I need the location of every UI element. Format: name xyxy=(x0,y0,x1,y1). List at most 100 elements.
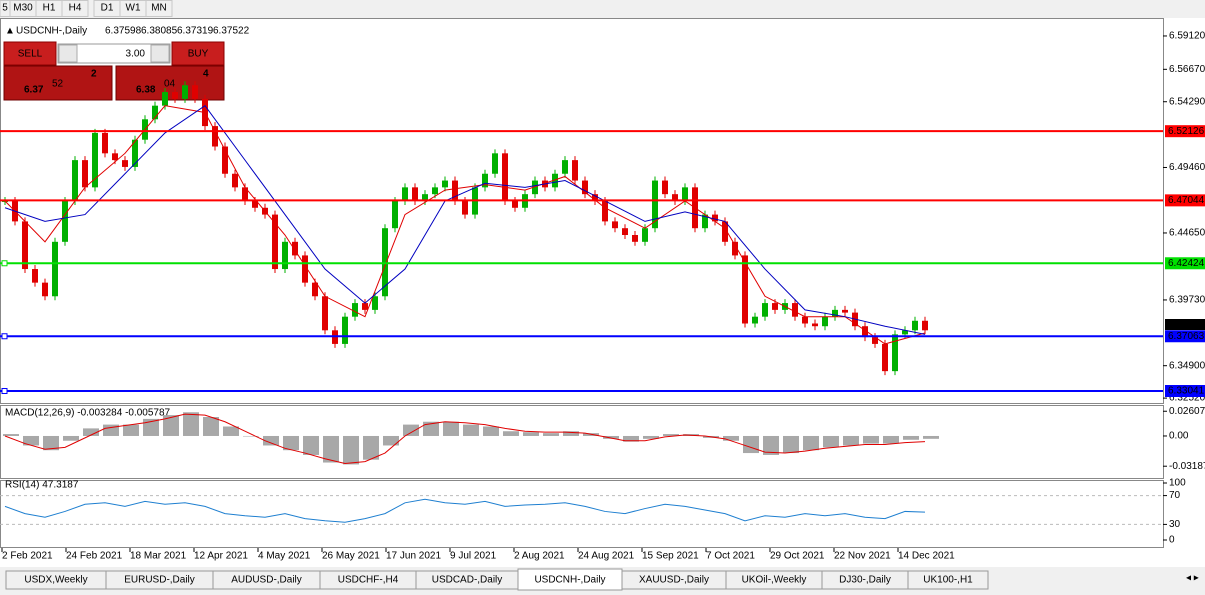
macd-bar xyxy=(203,417,219,436)
lot-input[interactable] xyxy=(57,43,171,64)
ask-big-figure[interactable]: 6.38 xyxy=(136,85,156,96)
tab-label[interactable]: EURUSD-,Daily xyxy=(124,575,195,586)
level-handle xyxy=(1,333,8,340)
candle xyxy=(422,194,428,201)
buy-button[interactable] xyxy=(171,41,225,66)
candle xyxy=(292,241,298,256)
candle xyxy=(212,126,218,147)
macd-bar xyxy=(463,424,479,436)
candle xyxy=(722,221,728,242)
bid-big-figure[interactable]: 6.37 xyxy=(24,85,44,96)
candle xyxy=(462,200,468,215)
candle xyxy=(322,296,328,331)
candle xyxy=(62,200,68,242)
ask-pips[interactable]: 04 xyxy=(164,79,176,90)
current-price-bg xyxy=(1165,319,1205,331)
toolbar-bg xyxy=(0,0,1205,18)
macd-bar xyxy=(63,435,79,441)
candle xyxy=(682,187,688,201)
rsi-title: RSI(14) 47.3187 xyxy=(5,480,79,491)
candle xyxy=(562,160,568,174)
candle xyxy=(432,187,438,195)
moving-average xyxy=(4,104,926,335)
sell-label[interactable]: SELL xyxy=(18,49,43,60)
tab-label[interactable]: UKOil-,Weekly xyxy=(742,575,807,586)
tab-label[interactable]: XAUUSD-,Daily xyxy=(639,575,709,586)
candle xyxy=(492,153,498,174)
macd-bar xyxy=(863,435,879,444)
candle xyxy=(742,255,748,324)
timeframe-button[interactable] xyxy=(145,0,173,17)
macd-bar xyxy=(523,432,539,436)
y-tick-label: 100 xyxy=(1169,478,1186,489)
x-tick-label: 4 May 2021 xyxy=(258,551,311,562)
macd-bar xyxy=(823,435,839,448)
tab-label[interactable]: DJ30-,Daily xyxy=(839,575,891,586)
candle xyxy=(802,316,808,324)
tab-label[interactable]: USDX,Weekly xyxy=(24,575,87,586)
tab[interactable] xyxy=(907,570,989,590)
candle xyxy=(112,153,118,161)
macd-bar xyxy=(83,428,99,436)
y-tick-label: 6.39730 xyxy=(1169,295,1205,306)
candle xyxy=(362,303,368,310)
y-tick-label: 6.54290 xyxy=(1169,96,1205,107)
macd-bar xyxy=(343,435,359,465)
candle xyxy=(352,303,358,317)
candle xyxy=(672,194,678,201)
timeframe-label[interactable]: MN xyxy=(151,3,167,14)
candle xyxy=(152,105,158,120)
level-label-bg xyxy=(1165,385,1205,398)
ask-fraction[interactable]: 4 xyxy=(203,69,209,80)
candle xyxy=(192,85,198,99)
bid-box[interactable] xyxy=(3,65,113,101)
level-label-bg xyxy=(1165,194,1205,207)
x-tick-label: 9 Jul 2021 xyxy=(450,551,497,562)
tab-scroll[interactable]: ◂ ▸ xyxy=(1186,573,1199,584)
timeframe-label[interactable]: 5 xyxy=(2,3,8,14)
y-tick-label: 0.02607 xyxy=(1169,406,1205,417)
bid-fraction[interactable]: 2 xyxy=(91,69,97,80)
candle xyxy=(302,255,308,283)
y-tick-label: 30 xyxy=(1169,519,1181,530)
level-handle xyxy=(1,388,8,395)
tab-label[interactable]: USDCNH-,Daily xyxy=(534,575,605,586)
sell-button[interactable] xyxy=(3,41,57,66)
candle xyxy=(772,303,778,310)
tab-label[interactable]: AUDUSD-,Daily xyxy=(231,575,302,586)
timeframe-label[interactable]: M30 xyxy=(13,3,33,14)
candle xyxy=(42,282,48,297)
candle xyxy=(922,320,928,331)
timeframe-label[interactable]: D1 xyxy=(101,3,114,14)
macd-bar xyxy=(923,435,939,439)
tab-label[interactable]: UK100-,H1 xyxy=(923,575,973,586)
candle xyxy=(762,303,768,317)
x-tick-label: 2 Aug 2021 xyxy=(514,551,565,562)
tab-label[interactable]: USDCHF-,H4 xyxy=(338,575,399,586)
timeframe-label[interactable]: H4 xyxy=(69,3,82,14)
macd-bar xyxy=(243,435,259,437)
timeframe-label[interactable]: W1 xyxy=(126,3,141,14)
candle xyxy=(912,320,918,331)
candle xyxy=(602,200,608,222)
y-tick-label: 0 xyxy=(1169,535,1175,546)
lot-up[interactable] xyxy=(150,44,170,63)
buy-label[interactable]: BUY xyxy=(188,49,209,60)
candle xyxy=(482,173,488,188)
timeframe-button[interactable] xyxy=(61,0,89,17)
lot-down[interactable] xyxy=(58,44,78,63)
ask-box[interactable] xyxy=(115,65,225,101)
level-label: 6.37063 xyxy=(1168,331,1205,342)
rsi-pane xyxy=(0,480,1164,548)
candle xyxy=(402,187,408,201)
lot-value[interactable]: 3.00 xyxy=(126,49,146,60)
candle xyxy=(872,337,878,344)
macd-bar xyxy=(743,435,759,454)
candle xyxy=(182,85,188,99)
tab-label[interactable]: USDCAD-,Daily xyxy=(432,575,503,586)
level-label-bg xyxy=(1165,330,1205,343)
candle xyxy=(102,132,108,154)
timeframe-label[interactable]: H1 xyxy=(43,3,56,14)
macd-bar xyxy=(3,434,19,436)
bid-pips[interactable]: 52 xyxy=(52,79,64,90)
